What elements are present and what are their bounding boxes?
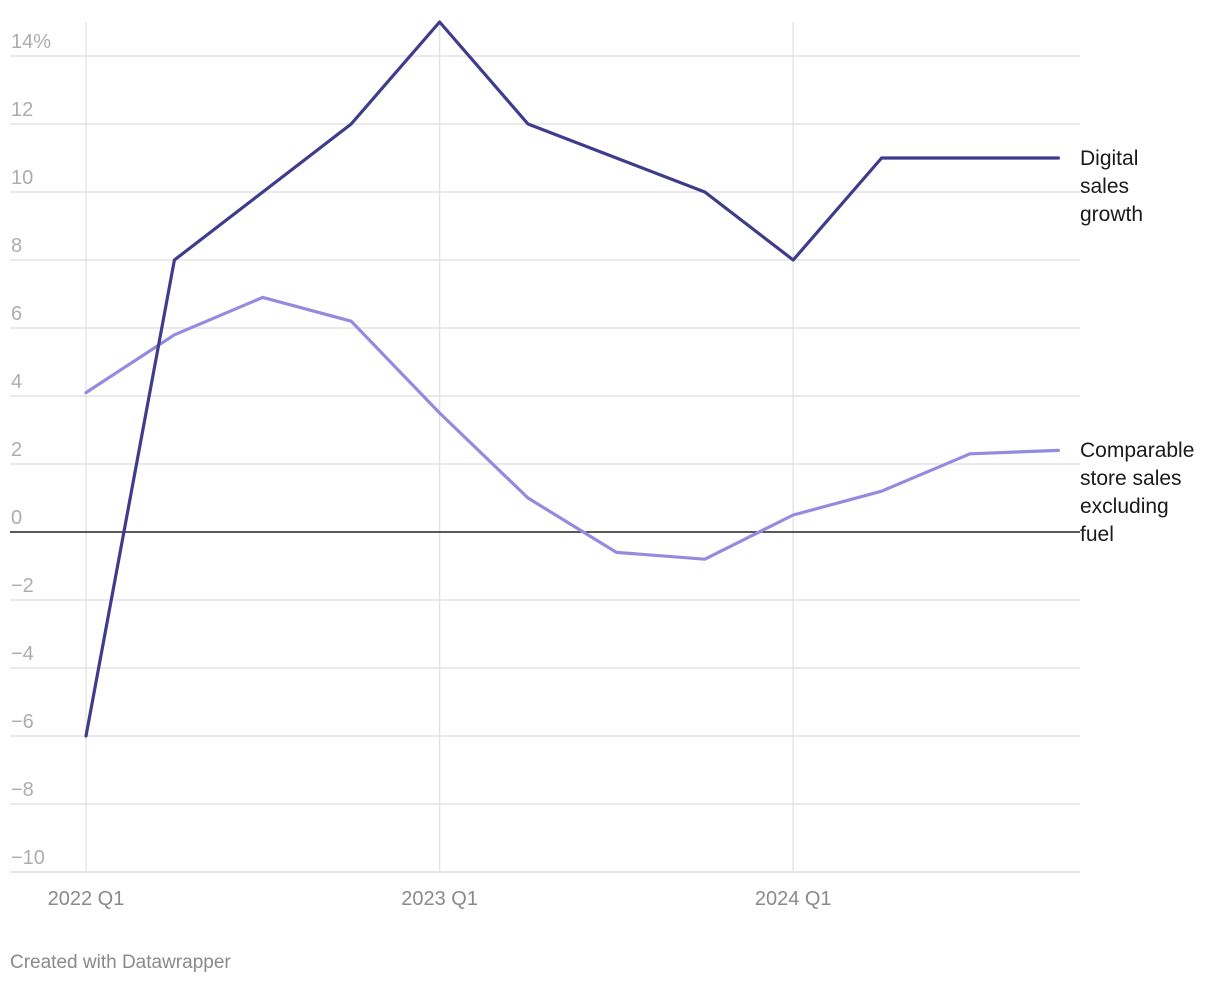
x-tick-label: 2024 Q1 <box>755 888 832 910</box>
x-axis-ticks: 2022 Q1 2023 Q1 2024 Q1 <box>48 888 832 910</box>
y-tick-label: −4 <box>11 643 34 665</box>
comparable-store-sales-label: excluding <box>1080 495 1169 518</box>
y-tick-label: 10 <box>11 167 33 189</box>
comparable-store-sales-label: fuel <box>1080 523 1114 546</box>
series-labels: Digital sales growth Comparable store sales e… <box>1080 147 1194 546</box>
y-tick-label: 4 <box>11 371 22 393</box>
digital-sales-label: growth <box>1080 203 1143 226</box>
series-layer <box>84 20 1061 738</box>
y-tick-label: 14% <box>11 31 51 53</box>
comparable-store-sales-label: store sales <box>1080 467 1182 490</box>
digital-sales-label: Digital <box>1080 147 1138 170</box>
y-axis-ticks: −10 −8 −6 −4 −2 0 2 4 6 8 10 12 14% <box>11 31 51 869</box>
y-tick-label: −10 <box>11 847 45 869</box>
x-tick-label: 2023 Q1 <box>401 888 478 910</box>
y-tick-label: 2 <box>11 439 22 461</box>
comparable-store-sales-line <box>84 295 1061 561</box>
y-tick-label: −2 <box>11 575 34 597</box>
grid-layer <box>10 22 1080 873</box>
y-tick-label: 8 <box>11 235 22 257</box>
comparable-store-sales-label: Comparable <box>1080 439 1194 462</box>
y-tick-label: 0 <box>11 507 22 529</box>
x-tick-label: 2022 Q1 <box>48 888 125 910</box>
y-tick-label: −6 <box>11 711 34 733</box>
digital-sales-growth-line <box>84 20 1061 738</box>
digital-sales-label: sales <box>1080 175 1129 198</box>
y-tick-label: 12 <box>11 99 33 121</box>
y-tick-label: 6 <box>11 303 22 325</box>
credit-text: Created with Datawrapper <box>10 952 231 973</box>
y-tick-label: −8 <box>11 779 34 801</box>
